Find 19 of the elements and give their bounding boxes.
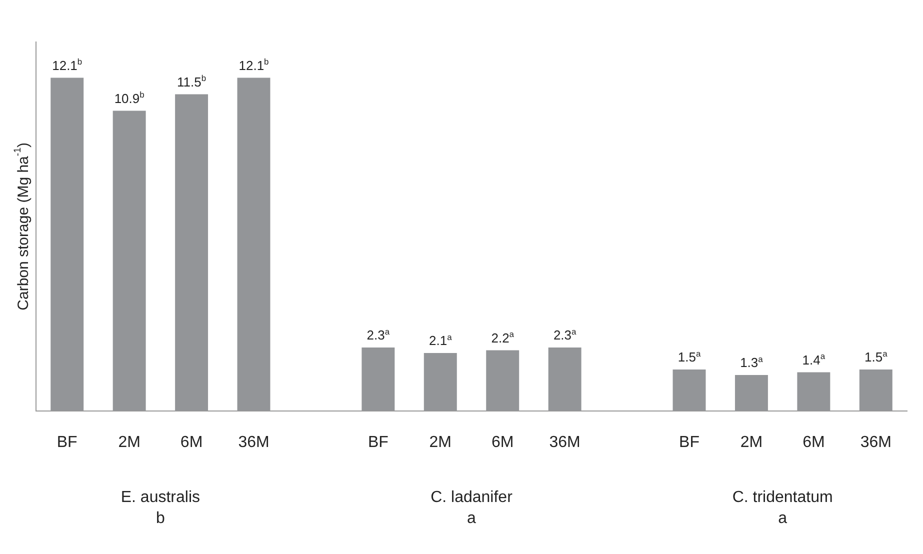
x-tick-label: 2M [740, 434, 763, 451]
text: a [778, 510, 788, 527]
text: E. australis [120, 488, 200, 506]
x-tick-label: 36M [860, 434, 892, 451]
text: C. ladanifer [430, 488, 514, 506]
y-axis-title: Carbon storage (Mg ha-1) [12, 142, 32, 310]
x-tick-label: 6M [180, 434, 203, 451]
x-tick-label: 2M [118, 434, 140, 451]
text: C. tridentatum [732, 488, 833, 506]
x-tick-label: 6M [802, 434, 825, 451]
x-tick-label: BF [368, 434, 389, 451]
text: b [156, 510, 165, 527]
x-tick-label: BF [56, 434, 78, 451]
x-tick-label: 6M [491, 434, 514, 451]
text: a [467, 510, 476, 527]
x-tick-label: 36M [549, 434, 580, 451]
x-tick-label: 36M [238, 434, 270, 451]
x-tick-label: BF [679, 434, 700, 451]
x-tick-label: 2M [429, 434, 452, 451]
